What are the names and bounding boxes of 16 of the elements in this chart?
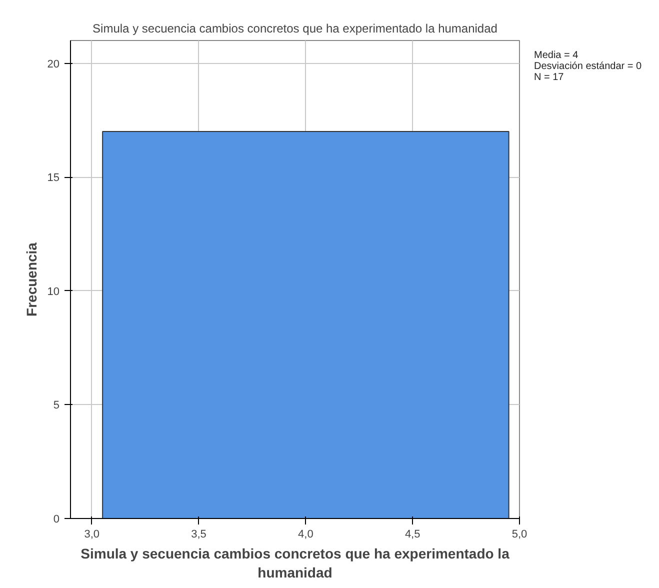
x-tick-label: 3,5 <box>191 528 206 540</box>
y-tick-label: 10 <box>47 286 60 298</box>
y-tick-label: 0 <box>53 514 60 526</box>
chart-title: Simula y secuencia cambios concretos que ha experimentado la humanidad <box>92 22 498 36</box>
x-tick-label: 5,0 <box>512 528 528 540</box>
y-tick-label: 20 <box>47 58 60 70</box>
text: Media = 4 <box>534 50 578 61</box>
text: N = 17 <box>534 72 564 83</box>
x-tick-label: 4,5 <box>404 528 420 540</box>
y-tick-label: 5 <box>53 400 60 412</box>
text: Desviación estándar = 0 <box>534 61 642 72</box>
x-tick-label: 3,0 <box>84 528 100 540</box>
y-tick-label: 15 <box>47 172 60 184</box>
y-axis-title: Frecuencia <box>23 242 40 316</box>
x-axis-title: Simula y secuencia cambios concretos que ha experimentado la humanidad <box>80 546 510 581</box>
x-tick-label: 4,0 <box>298 528 314 540</box>
